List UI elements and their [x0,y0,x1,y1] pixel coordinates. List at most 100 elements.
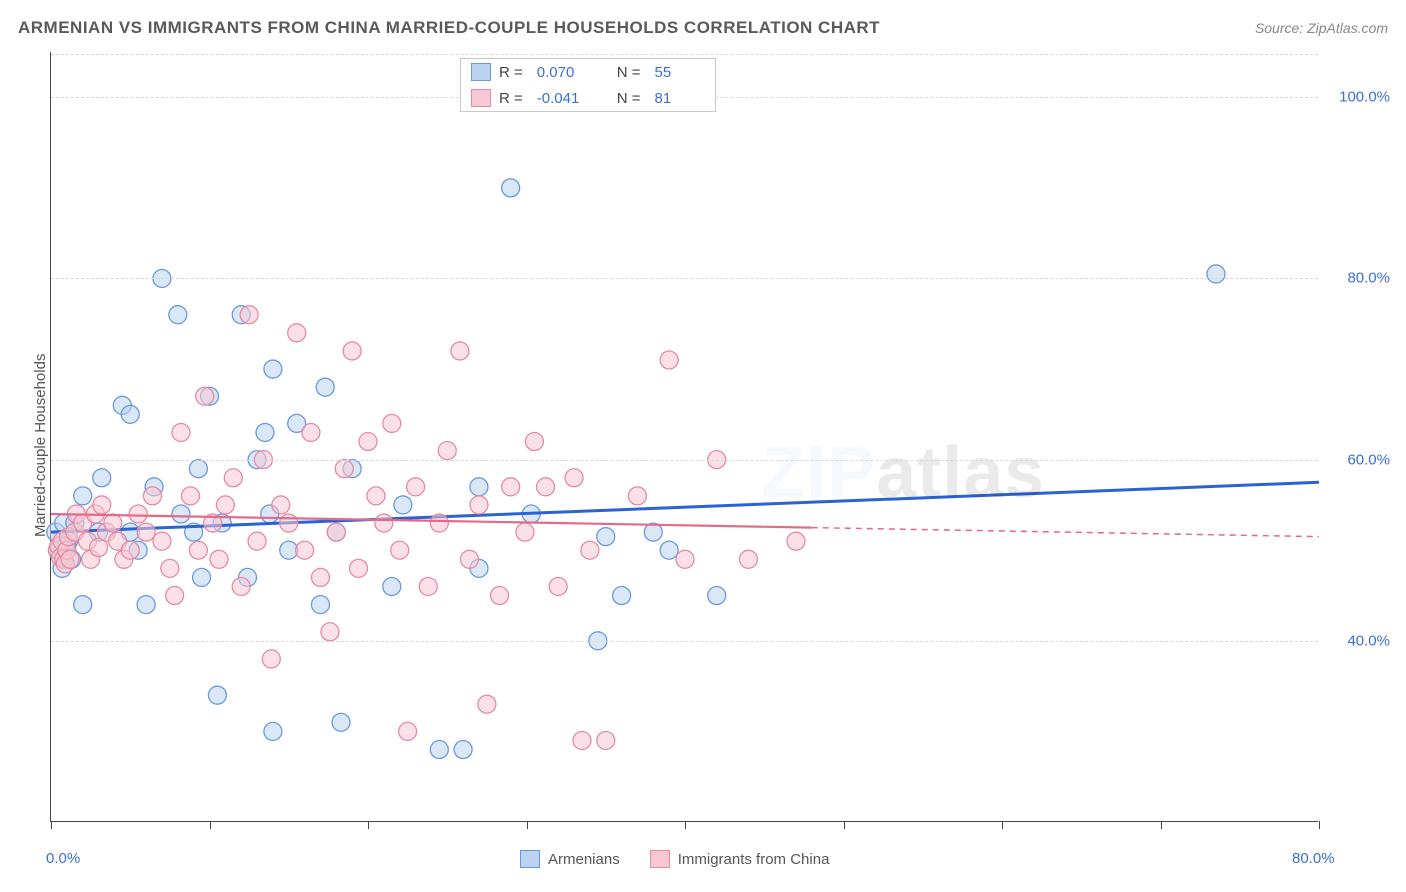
data-point-china [502,478,520,496]
data-point-armenians [316,378,334,396]
x-axis-max-label: 80.0% [1292,850,1335,867]
data-point-armenians [74,596,92,614]
data-point-china [470,496,488,514]
data-point-armenians [454,741,472,759]
data-point-china [166,587,184,605]
data-point-china [438,442,456,460]
data-point-armenians [74,487,92,505]
legend-swatch [471,89,491,107]
legend-item: Immigrants from China [650,850,830,868]
data-point-armenians [169,306,187,324]
data-point-china [240,306,258,324]
data-point-china [181,487,199,505]
data-point-china [224,469,242,487]
scatter-svg [51,52,1318,821]
data-point-armenians [470,478,488,496]
data-point-china [660,351,678,369]
data-point-china [525,433,543,451]
data-point-china [216,496,234,514]
data-point-china [153,532,171,550]
data-point-china [104,514,122,532]
data-point-china [121,541,139,559]
data-point-china [597,731,615,749]
data-point-china [143,487,161,505]
data-point-china [478,695,496,713]
data-point-armenians [430,741,448,759]
data-point-china [302,423,320,441]
data-point-china [248,532,266,550]
trend-line-dashed-china [812,528,1319,537]
data-point-china [367,487,385,505]
header-row: ARMENIAN VS IMMIGRANTS FROM CHINA MARRIE… [18,18,1388,38]
data-point-china [537,478,555,496]
data-point-china [676,550,694,568]
legend-label: Armenians [548,851,620,868]
data-point-china [343,342,361,360]
series-legend: Armenians Immigrants from China [520,850,829,868]
data-point-china [161,559,179,577]
data-point-china [628,487,646,505]
data-point-china [61,550,79,568]
data-point-china [375,514,393,532]
n-value: 55 [655,64,705,81]
data-point-china [581,541,599,559]
legend-label: Immigrants from China [678,851,830,868]
data-point-china [573,731,591,749]
data-point-armenians [613,587,631,605]
data-point-armenians [1207,265,1225,283]
data-point-china [288,324,306,342]
x-tick [844,821,845,829]
n-label: N = [617,90,641,107]
data-point-china [419,577,437,595]
legend-swatch [650,850,670,868]
r-value: 0.070 [537,64,587,81]
legend-swatch [471,63,491,81]
data-point-china [407,478,425,496]
data-point-china [129,505,147,523]
data-point-china [549,577,567,595]
legend-swatch [520,850,540,868]
data-point-china [430,514,448,532]
data-point-china [311,568,329,586]
data-point-china [196,387,214,405]
source-label: Source: ZipAtlas.com [1255,20,1388,36]
data-point-armenians [93,469,111,487]
plot-area: ZIPatlas 40.0%60.0%80.0%100.0% [50,52,1318,822]
y-tick-label: 100.0% [1326,89,1390,106]
legend-item: Armenians [520,850,620,868]
gridline [51,460,1318,461]
data-point-armenians [708,587,726,605]
n-value: 81 [655,90,705,107]
data-point-china [391,541,409,559]
data-point-armenians [208,686,226,704]
data-point-china [359,433,377,451]
y-axis-label: Married-couple Households [32,354,49,537]
gridline [51,641,1318,642]
r-label: R = [499,64,523,81]
data-point-china [262,650,280,668]
x-tick [51,821,52,829]
stats-legend-row: R =0.070N =55 [461,59,715,85]
x-tick [368,821,369,829]
data-point-china [189,541,207,559]
data-point-armenians [264,722,282,740]
data-point-china [565,469,583,487]
data-point-armenians [172,505,190,523]
data-point-china [399,722,417,740]
data-point-china [491,587,509,605]
data-point-armenians [383,577,401,595]
data-point-armenians [394,496,412,514]
y-tick-label: 80.0% [1326,270,1390,287]
data-point-china [296,541,314,559]
y-tick-label: 40.0% [1326,632,1390,649]
data-point-china [321,623,339,641]
data-point-china [787,532,805,550]
data-point-china [739,550,757,568]
data-point-armenians [660,541,678,559]
data-point-armenians [256,423,274,441]
data-point-china [280,514,298,532]
data-point-china [451,342,469,360]
data-point-china [172,423,190,441]
data-point-china [460,550,478,568]
data-point-china [349,559,367,577]
